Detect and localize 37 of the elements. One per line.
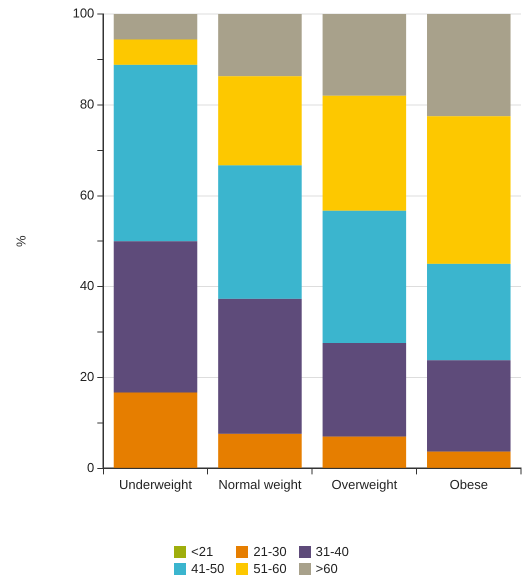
legend-label: 31-40 [316, 544, 349, 559]
x-tick-label: Normal weight [218, 476, 302, 492]
legend-label: 41-50 [191, 561, 224, 576]
bar [322, 96, 406, 211]
y-tick-label: 60 [80, 187, 94, 202]
bar [218, 165, 302, 299]
bar [218, 14, 302, 76]
bar [427, 452, 511, 468]
y-tick-label: 0 [87, 460, 94, 475]
legend-label: 21-30 [253, 544, 287, 559]
bar [427, 14, 511, 116]
y-tick-label: 80 [80, 96, 94, 112]
x-tick-label: Obese [450, 476, 488, 492]
bar [427, 264, 511, 360]
legend-label: >60 [316, 561, 338, 576]
bar [218, 76, 302, 166]
legend-label: 51-60 [253, 561, 287, 576]
bar [322, 436, 406, 468]
bar [114, 14, 198, 40]
bar [114, 64, 198, 242]
bar [427, 116, 511, 264]
bar [322, 210, 406, 343]
bar [114, 39, 198, 65]
bar [114, 392, 198, 468]
x-tick-label: Underweight [119, 476, 192, 492]
y-axis-title: % [13, 234, 28, 247]
bar [218, 434, 302, 468]
y-tick-label: 100 [72, 6, 94, 21]
bar [114, 241, 198, 393]
bar [322, 14, 406, 96]
legend-label: <21 [191, 544, 214, 559]
y-tick-label: 40 [80, 278, 94, 294]
x-tick-label: Overweight [331, 476, 398, 492]
bar [427, 360, 511, 452]
y-tick-label: 20 [80, 369, 94, 384]
bar [218, 298, 302, 434]
bar [322, 342, 406, 437]
